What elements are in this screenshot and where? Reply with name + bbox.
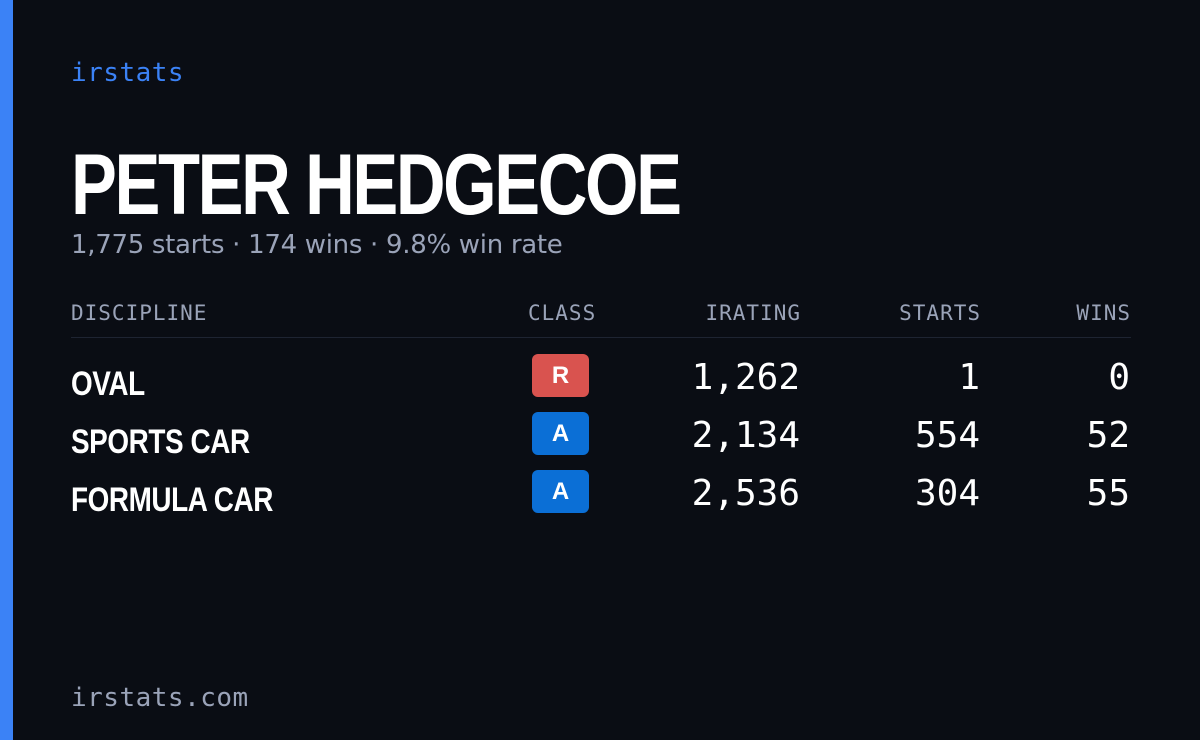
footer-site-url[interactable]: irstats.com	[71, 683, 249, 713]
column-header-starts: STARTS	[899, 301, 981, 325]
irating-value: 2,536	[691, 473, 800, 514]
column-header-irating: IRATING	[705, 301, 801, 325]
irating-value: 2,134	[691, 415, 800, 456]
class-badge: A	[532, 412, 589, 455]
wins-value: 52	[1086, 415, 1130, 456]
table-row-sports-car: SPORTS CAR A 2,134 554 52	[71, 412, 1131, 470]
discipline-name: FORMULA CAR	[71, 481, 273, 519]
discipline-stats-table: DISCIPLINE CLASS IRATING STARTS WINS OVA…	[71, 295, 1131, 528]
starts-value: 1	[958, 357, 980, 398]
table-header-row: DISCIPLINE CLASS IRATING STARTS WINS	[71, 295, 1131, 338]
table-row-oval: OVAL R 1,262 1 0	[71, 354, 1131, 412]
column-header-discipline: DISCIPLINE	[71, 301, 208, 325]
driver-name: PETER HEDGECOE	[71, 137, 682, 233]
starts-value: 304	[914, 473, 980, 514]
class-badge: A	[532, 470, 589, 513]
starts-value: 554	[914, 415, 980, 456]
driver-summary: 1,775 starts · 174 wins · 9.8% win rate	[71, 230, 563, 260]
column-header-wins: WINS	[1076, 301, 1131, 325]
column-header-class: CLASS	[528, 301, 597, 325]
irating-value: 1,262	[691, 357, 800, 398]
class-badge: R	[532, 354, 589, 397]
accent-bar	[0, 0, 13, 740]
discipline-name: OVAL	[71, 365, 145, 403]
discipline-name: SPORTS CAR	[71, 423, 250, 461]
wins-value: 55	[1086, 473, 1130, 514]
brand-logo-text[interactable]: irstats	[71, 58, 185, 88]
table-row-formula-car: FORMULA CAR A 2,536 304 55	[71, 470, 1131, 528]
wins-value: 0	[1108, 357, 1130, 398]
